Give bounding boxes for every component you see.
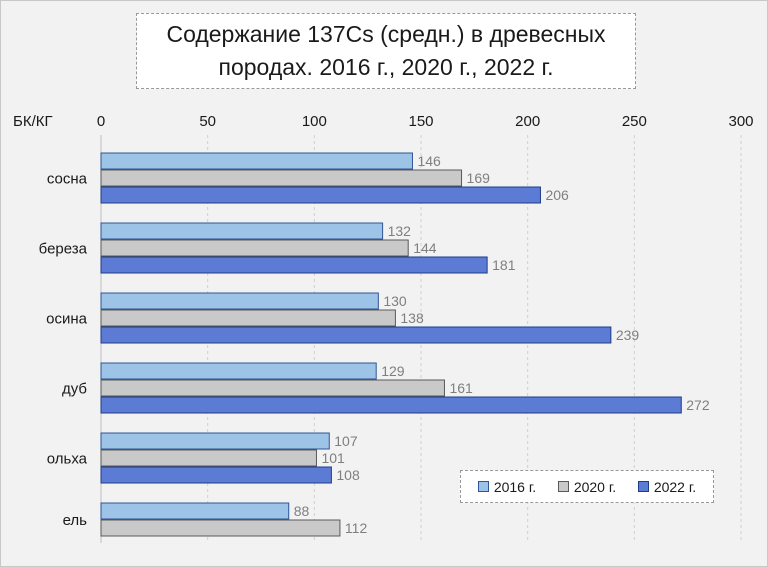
legend-label: 2016 г. xyxy=(493,478,537,495)
bar xyxy=(100,396,682,414)
bar xyxy=(100,186,541,204)
x-tick-label: 200 xyxy=(515,113,540,130)
data-label: 132 xyxy=(388,223,412,239)
bar xyxy=(100,239,409,257)
category-label: сосна xyxy=(47,171,88,188)
bar xyxy=(100,292,379,310)
category-label: осина xyxy=(46,311,88,328)
data-label: 138 xyxy=(400,310,424,326)
x-tick-label: 150 xyxy=(408,113,433,130)
bar xyxy=(100,519,341,537)
data-label: 107 xyxy=(334,433,358,449)
bar xyxy=(100,449,317,467)
category-label: береза xyxy=(39,241,88,258)
bar xyxy=(100,309,396,327)
x-tick-label: 0 xyxy=(97,113,105,130)
bar xyxy=(100,169,463,187)
bar xyxy=(100,502,290,520)
axis-unit-label: БК/КГ xyxy=(13,113,53,130)
data-label: 144 xyxy=(413,240,437,256)
bar xyxy=(100,256,488,274)
legend-swatch xyxy=(557,481,569,492)
x-tick-label: 50 xyxy=(199,113,216,130)
data-label: 206 xyxy=(545,187,569,203)
legend-item: 2016 г. xyxy=(477,478,537,495)
data-label: 161 xyxy=(449,380,473,396)
legend-label: 2022 г. xyxy=(653,478,697,495)
bar xyxy=(100,362,377,380)
category-label: ель xyxy=(63,512,88,529)
data-label: 146 xyxy=(417,153,441,169)
data-label: 112 xyxy=(345,520,368,536)
x-tick-label: 250 xyxy=(622,113,647,130)
data-label: 101 xyxy=(321,450,345,466)
x-tick-label: 100 xyxy=(302,113,327,130)
x-tick-label: 300 xyxy=(728,113,753,130)
legend-label: 2020 г. xyxy=(573,478,617,495)
bar xyxy=(100,326,612,344)
bar xyxy=(100,466,332,484)
chart-legend: 2016 г. 2020 г. 2022 г. xyxy=(460,470,714,503)
chart-title-line-2: породах. 2016 г., 2020 г., 2022 г. xyxy=(218,54,554,80)
bar xyxy=(100,379,445,397)
data-label: 88 xyxy=(294,503,310,519)
data-label: 169 xyxy=(467,170,491,186)
data-label: 108 xyxy=(336,467,360,483)
chart-title-line-1: Содержание 137Cs (средн.) в древесных xyxy=(166,21,606,47)
bar xyxy=(100,152,413,170)
legend-item: 2020 г. xyxy=(557,478,617,495)
legend-item: 2022 г. xyxy=(637,478,697,495)
data-label: 129 xyxy=(381,363,405,379)
category-label: ольха xyxy=(47,451,88,468)
data-label: 272 xyxy=(686,397,710,413)
data-label: 181 xyxy=(492,257,516,273)
chart-title: Содержание 137Cs (средн.) в древесных по… xyxy=(136,13,636,89)
bar xyxy=(100,432,330,450)
category-label: дуб xyxy=(62,381,87,398)
legend-swatch xyxy=(477,481,489,492)
data-label: 130 xyxy=(383,293,407,309)
data-label: 239 xyxy=(616,327,640,343)
bar xyxy=(100,222,384,240)
legend-swatch xyxy=(637,481,649,492)
